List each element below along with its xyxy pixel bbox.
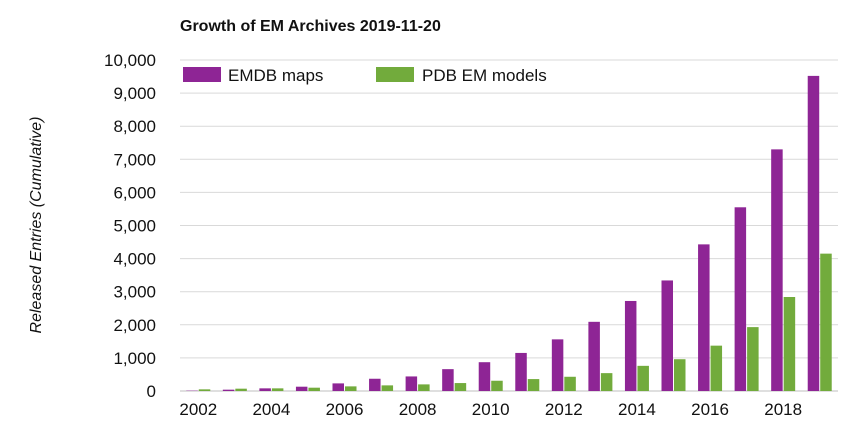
y-axis-label: Released Entries (Cumulative) [28,117,45,334]
bar-pdb-em-models [418,384,430,391]
bar-emdb-maps [296,387,308,391]
y-tick-label: 2,000 [113,316,156,335]
x-tick-label: 2012 [545,400,583,419]
bar-pdb-em-models [308,388,320,391]
bar-emdb-maps [808,76,820,391]
y-tick-label: 0 [147,382,156,401]
bar-emdb-maps [771,149,783,391]
x-tick-label: 2016 [691,400,729,419]
bar-emdb-maps [406,376,418,391]
bar-pdb-em-models [345,386,357,391]
x-tick-label: 2008 [399,400,437,419]
bar-emdb-maps [588,322,600,391]
x-tick-label: 2006 [326,400,364,419]
bars [186,76,831,391]
bar-pdb-em-models [784,297,796,391]
bar-pdb-em-models [674,359,686,391]
bar-emdb-maps [662,280,674,391]
bar-pdb-em-models [747,327,759,391]
bar-emdb-maps [735,207,747,391]
bar-pdb-em-models [601,373,613,391]
x-tick-label: 2014 [618,400,656,419]
bar-pdb-em-models [382,385,394,391]
bar-pdb-em-models [820,254,832,391]
bar-emdb-maps [552,339,564,391]
x-tick-label: 2002 [179,400,217,419]
bar-pdb-em-models [235,389,247,391]
bar-emdb-maps [333,383,345,391]
y-tick-label: 8,000 [113,117,156,136]
y-tick-label: 7,000 [113,150,156,169]
bar-pdb-em-models [272,388,284,391]
bar-emdb-maps [698,244,710,391]
x-tick-label: 2004 [252,400,290,419]
y-tick-label: 10,000 [104,51,156,70]
bar-emdb-maps [625,301,637,391]
bar-emdb-maps [223,390,235,391]
bar-pdb-em-models [637,366,649,391]
x-axis-ticks: 2002 2004 2006 2008 2010 2012 2014 2016 2018 [179,400,802,419]
y-tick-label: 6,000 [113,183,156,202]
y-axis-ticks: 0 1,000 2,000 3,000 4,000 5,000 6,000 7,000 8,00… [104,51,156,401]
y-tick-label: 4,000 [113,250,156,269]
bar-pdb-em-models [455,383,467,391]
bar-pdb-em-models [199,389,211,391]
legend-label: EMDB maps [228,66,323,85]
x-tick-label: 2018 [764,400,802,419]
bar-emdb-maps [515,353,527,391]
bar-pdb-em-models [711,346,723,391]
x-tick-label: 2010 [472,400,510,419]
legend-label: PDB EM models [422,66,547,85]
bar-emdb-maps [259,388,271,391]
bar-pdb-em-models [491,381,503,391]
y-tick-label: 5,000 [113,217,156,236]
bar-emdb-maps [369,379,381,391]
bar-pdb-em-models [528,379,540,391]
bar-emdb-maps [479,362,491,391]
legend-swatch [183,67,221,82]
legend-swatch [376,67,414,82]
y-tick-label: 9,000 [113,84,156,103]
y-tick-label: 1,000 [113,349,156,368]
y-tick-label: 3,000 [113,283,156,302]
bar-pdb-em-models [564,377,576,391]
legend: EMDB maps PDB EM models [183,66,547,85]
bar-emdb-maps [442,369,454,391]
chart-title: Growth of EM Archives 2019-11-20 [180,18,441,35]
